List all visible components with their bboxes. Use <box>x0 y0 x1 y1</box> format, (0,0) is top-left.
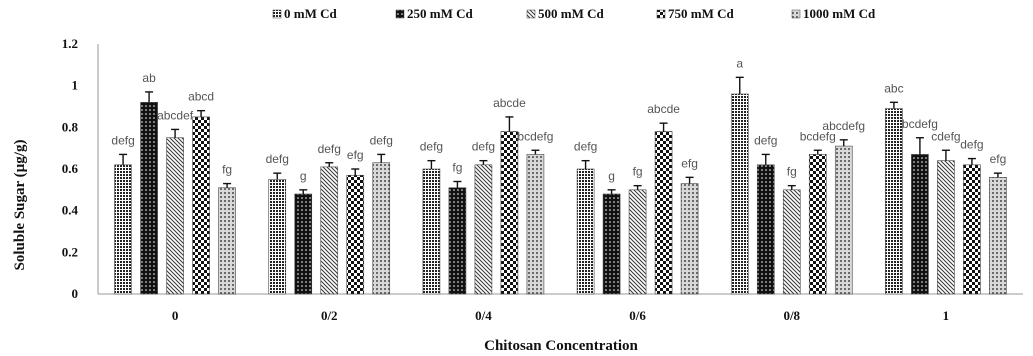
bar <box>654 131 673 295</box>
bar <box>730 93 749 295</box>
y-tick-label: 0.8 <box>62 119 79 134</box>
legend-label: 1000 mM Cd <box>803 6 876 21</box>
significance-label: defg <box>574 140 597 154</box>
legend-swatch <box>656 9 666 19</box>
bar <box>782 189 801 295</box>
bar <box>937 160 955 295</box>
significance-label: fg <box>452 161 462 175</box>
y-axis: 0 0.2 0.4 0.6 0.8 1 1.2 <box>62 36 99 301</box>
bar <box>192 116 210 295</box>
bar <box>268 179 287 295</box>
y-tick-label: 1.2 <box>62 36 78 51</box>
bar <box>372 162 391 295</box>
significance-label: abcde <box>647 102 680 116</box>
y-tick-label: 0 <box>72 286 79 301</box>
bar <box>680 183 699 295</box>
legend-label: 500 mM Cd <box>538 6 604 21</box>
bar <box>576 168 595 295</box>
x-tick-label: 0/6 <box>629 308 646 323</box>
significance-label: fg <box>633 165 643 179</box>
significance-label: efg <box>681 156 698 170</box>
x-tick-label: 0/4 <box>475 308 492 323</box>
significance-label: a <box>736 56 743 70</box>
bar <box>756 164 775 295</box>
significance-label: defg <box>960 138 983 152</box>
significance-label: g <box>608 169 615 183</box>
y-tick-label: 1 <box>72 78 79 93</box>
significance-label: defg <box>370 133 393 147</box>
significance-label: defg <box>318 142 341 156</box>
significance-label: abc <box>884 81 903 95</box>
bar <box>963 164 981 295</box>
bar <box>834 145 853 295</box>
legend-label: 750 mM Cd <box>668 6 734 21</box>
significance-label: bcdefg <box>517 129 553 143</box>
bar <box>448 187 467 295</box>
x-axis-title: Chitosan Concentration <box>484 338 638 354</box>
bar <box>422 168 441 295</box>
y-axis-title: Soluble Sugar (µg/g) <box>12 140 28 271</box>
bar <box>602 193 621 295</box>
bar <box>166 137 184 295</box>
bar <box>885 108 903 295</box>
bar <box>500 131 519 295</box>
significance-label: fg <box>222 163 232 177</box>
significance-label: abcdef <box>157 108 194 122</box>
bar <box>294 193 313 295</box>
significance-label: cdefg <box>931 129 960 143</box>
bar <box>346 174 365 295</box>
legend-swatch <box>272 9 282 19</box>
bar <box>808 154 827 295</box>
significance-label: defg <box>111 133 134 147</box>
bar <box>989 177 1007 295</box>
significance-label: abcde <box>493 96 526 110</box>
significance-label: defg <box>472 140 495 154</box>
bar <box>218 187 236 295</box>
x-tick-label: 0/2 <box>321 308 338 323</box>
y-tick-label: 0.6 <box>62 161 79 176</box>
significance-label: defg <box>266 152 289 166</box>
significance-label: ab <box>142 71 156 85</box>
bar <box>320 166 339 295</box>
x-tick-label: 0 <box>172 308 179 323</box>
legend-swatch <box>791 9 801 19</box>
significance-label: abcd <box>188 90 214 104</box>
bar <box>526 154 545 295</box>
significance-label: bcdefg <box>800 129 836 143</box>
bar <box>628 189 647 295</box>
bar <box>911 154 929 295</box>
significance-label: bcdefg <box>902 117 938 131</box>
legend-label: 250 mM Cd <box>407 6 473 21</box>
significance-label: efg <box>347 148 364 162</box>
bar <box>474 164 493 295</box>
y-tick-label: 0.4 <box>62 203 79 218</box>
y-tick-label: 0.2 <box>62 244 78 259</box>
x-tick-label: 1 <box>943 308 950 323</box>
legend-label: 0 mM Cd <box>284 6 337 21</box>
legend: 0 mM Cd 250 mM Cd 500 mM Cd 750 mM Cd 1000 m… <box>272 6 876 21</box>
significance-label: abcdefg <box>822 119 865 133</box>
legend-swatch <box>526 9 536 19</box>
bar <box>114 164 132 295</box>
bars <box>114 76 1007 295</box>
significance-label: efg <box>990 152 1007 166</box>
legend-swatch <box>395 9 405 19</box>
significance-label: g <box>300 169 307 183</box>
x-axis: 0 0/2 0/4 0/6 0/8 1 <box>98 293 1023 323</box>
significance-label: defg <box>754 133 777 147</box>
bar <box>140 102 158 295</box>
significance-label: fg <box>787 165 797 179</box>
x-tick-label: 0/8 <box>783 308 800 323</box>
significance-label: defg <box>420 140 443 154</box>
